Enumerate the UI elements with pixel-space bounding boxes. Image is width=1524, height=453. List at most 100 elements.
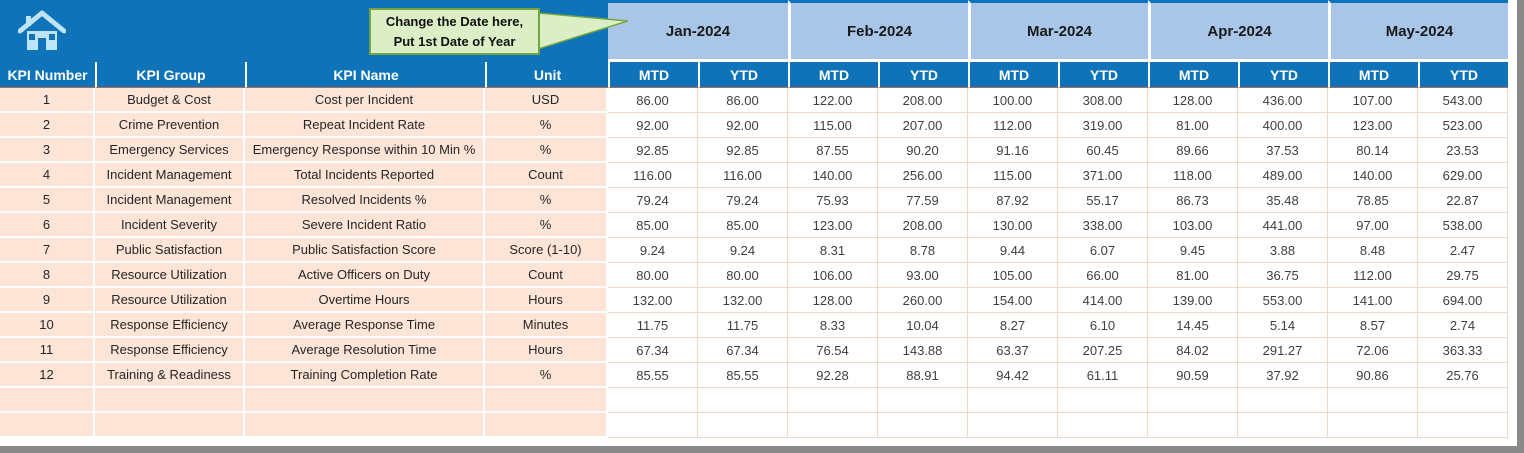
value-cell[interactable]: 90.59 <box>1148 363 1238 388</box>
subheader-cell[interactable]: MTD <box>1328 62 1418 88</box>
value-cell[interactable]: 80.00 <box>698 263 788 288</box>
value-cell[interactable]: 143.88 <box>878 338 968 363</box>
kpi-number-cell[interactable]: 10 <box>0 313 95 338</box>
kpi-number-cell[interactable]: 6 <box>0 213 95 238</box>
value-cell[interactable]: 92.85 <box>698 138 788 163</box>
value-cell[interactable]: 80.00 <box>608 263 698 288</box>
value-cell[interactable]: 86.73 <box>1148 188 1238 213</box>
empty-value-cell[interactable] <box>1058 388 1148 413</box>
value-cell[interactable]: 629.00 <box>1418 163 1508 188</box>
value-cell[interactable]: 81.00 <box>1148 263 1238 288</box>
value-cell[interactable]: 130.00 <box>968 213 1058 238</box>
value-cell[interactable]: 92.85 <box>608 138 698 163</box>
value-cell[interactable]: 123.00 <box>788 213 878 238</box>
kpi-name-cell[interactable]: Average Resolution Time <box>245 338 485 363</box>
value-cell[interactable]: 93.00 <box>878 263 968 288</box>
value-cell[interactable]: 78.85 <box>1328 188 1418 213</box>
empty-label-cell[interactable] <box>95 388 245 413</box>
month-header-cell[interactable]: Feb-2024 <box>788 0 968 62</box>
value-cell[interactable]: 128.00 <box>788 288 878 313</box>
kpi-number-cell[interactable]: 3 <box>0 138 95 163</box>
value-cell[interactable]: 371.00 <box>1058 163 1148 188</box>
kpi-name-cell[interactable]: Cost per Incident <box>245 88 485 113</box>
value-cell[interactable]: 23.53 <box>1418 138 1508 163</box>
col-header-cell[interactable]: KPI Name <box>245 62 485 88</box>
empty-value-cell[interactable] <box>788 413 878 438</box>
unit-cell[interactable]: Hours <box>485 288 608 313</box>
kpi-name-cell[interactable]: Emergency Response within 10 Min % <box>245 138 485 163</box>
subheader-cell[interactable]: MTD <box>608 62 698 88</box>
value-cell[interactable]: 60.45 <box>1058 138 1148 163</box>
value-cell[interactable]: 9.44 <box>968 238 1058 263</box>
empty-value-cell[interactable] <box>1148 413 1238 438</box>
empty-value-cell[interactable] <box>878 413 968 438</box>
value-cell[interactable]: 14.45 <box>1148 313 1238 338</box>
value-cell[interactable]: 37.92 <box>1238 363 1328 388</box>
value-cell[interactable]: 81.00 <box>1148 113 1238 138</box>
value-cell[interactable]: 91.16 <box>968 138 1058 163</box>
value-cell[interactable]: 67.34 <box>698 338 788 363</box>
value-cell[interactable]: 85.00 <box>608 213 698 238</box>
kpi-group-cell[interactable]: Budget & Cost <box>95 88 245 113</box>
subheader-cell[interactable]: YTD <box>1418 62 1508 88</box>
empty-value-cell[interactable] <box>1148 388 1238 413</box>
value-cell[interactable]: 308.00 <box>1058 88 1148 113</box>
kpi-name-cell[interactable]: Severe Incident Ratio <box>245 213 485 238</box>
value-cell[interactable]: 77.59 <box>878 188 968 213</box>
subheader-cell[interactable]: MTD <box>788 62 878 88</box>
empty-value-cell[interactable] <box>608 413 698 438</box>
value-cell[interactable]: 338.00 <box>1058 213 1148 238</box>
value-cell[interactable]: 132.00 <box>698 288 788 313</box>
kpi-number-cell[interactable]: 2 <box>0 113 95 138</box>
value-cell[interactable]: 100.00 <box>968 88 1058 113</box>
kpi-name-cell[interactable]: Resolved Incidents % <box>245 188 485 213</box>
empty-label-cell[interactable] <box>95 413 245 438</box>
value-cell[interactable]: 87.92 <box>968 188 1058 213</box>
value-cell[interactable]: 256.00 <box>878 163 968 188</box>
value-cell[interactable]: 80.14 <box>1328 138 1418 163</box>
value-cell[interactable]: 112.00 <box>1328 263 1418 288</box>
value-cell[interactable]: 8.78 <box>878 238 968 263</box>
unit-cell[interactable]: Score (1-10) <box>485 238 608 263</box>
home-icon[interactable] <box>18 10 66 54</box>
empty-label-cell[interactable] <box>245 388 485 413</box>
empty-value-cell[interactable] <box>788 388 878 413</box>
value-cell[interactable]: 2.74 <box>1418 313 1508 338</box>
kpi-number-cell[interactable]: 5 <box>0 188 95 213</box>
value-cell[interactable]: 139.00 <box>1148 288 1238 313</box>
value-cell[interactable]: 441.00 <box>1238 213 1328 238</box>
value-cell[interactable]: 22.87 <box>1418 188 1508 213</box>
kpi-group-cell[interactable]: Resource Utilization <box>95 288 245 313</box>
kpi-name-cell[interactable]: Training Completion Rate <box>245 363 485 388</box>
kpi-number-cell[interactable]: 4 <box>0 163 95 188</box>
value-cell[interactable]: 67.34 <box>608 338 698 363</box>
value-cell[interactable]: 319.00 <box>1058 113 1148 138</box>
value-cell[interactable]: 207.25 <box>1058 338 1148 363</box>
value-cell[interactable]: 6.10 <box>1058 313 1148 338</box>
value-cell[interactable]: 92.00 <box>698 113 788 138</box>
value-cell[interactable]: 115.00 <box>968 163 1058 188</box>
value-cell[interactable]: 436.00 <box>1238 88 1328 113</box>
empty-value-cell[interactable] <box>1238 413 1328 438</box>
month-header-cell[interactable]: Jan-2024 <box>608 0 788 62</box>
kpi-number-cell[interactable]: 9 <box>0 288 95 313</box>
kpi-name-cell[interactable]: Total Incidents Reported <box>245 163 485 188</box>
value-cell[interactable]: 414.00 <box>1058 288 1148 313</box>
value-cell[interactable]: 6.07 <box>1058 238 1148 263</box>
value-cell[interactable]: 75.93 <box>788 188 878 213</box>
subheader-cell[interactable]: YTD <box>878 62 968 88</box>
value-cell[interactable]: 85.55 <box>608 363 698 388</box>
empty-value-cell[interactable] <box>968 388 1058 413</box>
value-cell[interactable]: 36.75 <box>1238 263 1328 288</box>
value-cell[interactable]: 76.54 <box>788 338 878 363</box>
col-header-cell[interactable]: KPI Group <box>95 62 245 88</box>
value-cell[interactable]: 9.24 <box>608 238 698 263</box>
unit-cell[interactable]: % <box>485 213 608 238</box>
value-cell[interactable]: 37.53 <box>1238 138 1328 163</box>
kpi-group-cell[interactable]: Incident Management <box>95 188 245 213</box>
value-cell[interactable]: 8.27 <box>968 313 1058 338</box>
month-header-cell[interactable]: Apr-2024 <box>1148 0 1328 62</box>
value-cell[interactable]: 5.14 <box>1238 313 1328 338</box>
value-cell[interactable]: 122.00 <box>788 88 878 113</box>
empty-value-cell[interactable] <box>1328 413 1418 438</box>
